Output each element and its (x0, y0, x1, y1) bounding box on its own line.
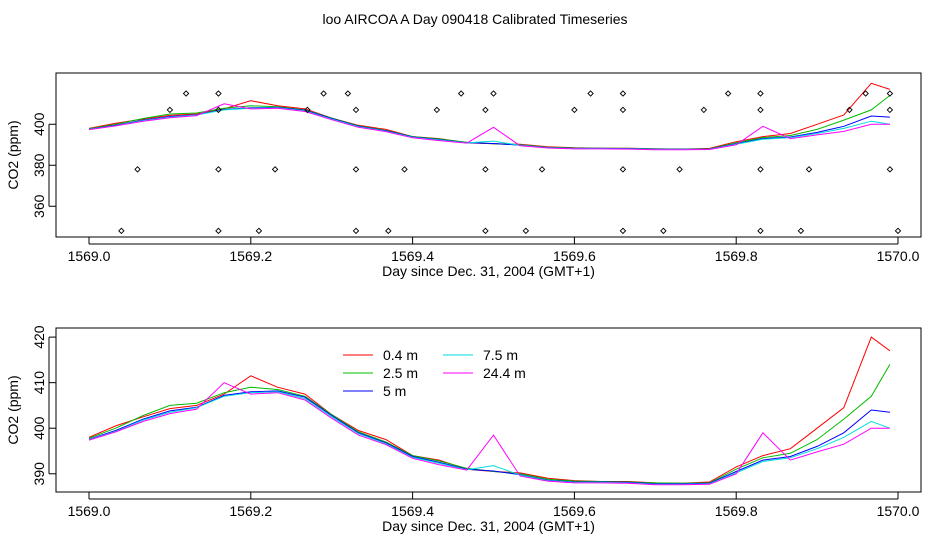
x-tick-label: 1569.0 (68, 503, 111, 519)
diamond-marker (571, 106, 578, 114)
diamond-marker (182, 90, 190, 97)
series-line-24-4-m (88, 103, 890, 151)
y-tick-label: 360 (31, 194, 47, 218)
diamond-marker (660, 227, 667, 235)
series-line-5-m (88, 390, 890, 485)
series-line-24-4-m (88, 382, 890, 486)
diamond-marker (538, 166, 546, 173)
diamond-marker (118, 227, 125, 235)
diamond-marker (482, 227, 489, 235)
y-tick-label: 380 (31, 153, 47, 177)
diamond-marker (894, 227, 902, 235)
diamond-marker (401, 166, 408, 173)
series-line-5-m (88, 106, 890, 150)
y-tick-label: 390 (31, 462, 47, 486)
diamond-marker (619, 90, 627, 97)
diamond-marker (255, 227, 263, 235)
diamond-marker (676, 166, 683, 173)
diamond-marker (215, 90, 222, 97)
diamond-marker (757, 106, 764, 114)
diamond-marker (700, 106, 708, 114)
diamond-marker (886, 106, 894, 114)
bottom-panel: 1569.0 1569.2 1569.4 1569.6 1569.8 1570.0 Day … (5, 325, 922, 534)
diamond-marker (619, 227, 627, 235)
diamond-marker (587, 90, 594, 97)
diamond-marker (724, 90, 732, 97)
diamond-marker (352, 227, 360, 235)
diamond-marker (619, 166, 627, 173)
diamond-marker (352, 106, 360, 114)
series-line-7-5-m (88, 107, 890, 150)
diamond-marker (886, 90, 894, 97)
x-tick-label: 1570.0 (877, 248, 920, 264)
diamond-marker (271, 166, 279, 173)
y-tick-label: 410 (31, 371, 47, 395)
diamond-marker (482, 106, 489, 114)
x-axis-label: Day since Dec. 31, 2004 (GMT+1) (382, 263, 595, 279)
y-tick-label: 400 (31, 112, 47, 136)
diamond-marker (490, 90, 497, 97)
diamond-marker (433, 106, 441, 114)
diamond-marker (134, 166, 141, 173)
diamond-marker (215, 106, 222, 114)
diamond-marker (757, 227, 764, 235)
diamond-marker (846, 106, 853, 114)
diamond-marker (797, 227, 805, 235)
x-tick-label: 1569.6 (553, 248, 596, 264)
diamond-marker (482, 166, 489, 173)
y-axis-label: CO2 (ppm) (5, 375, 21, 444)
y-tick-label: 400 (31, 416, 47, 440)
legend-label: 0.4 m (383, 347, 418, 363)
series-line-2-5-m (88, 364, 891, 484)
diamond-marker (457, 90, 465, 97)
diamond-marker (304, 106, 311, 114)
diamond-marker (320, 90, 327, 97)
x-tick-label: 1569.2 (229, 503, 272, 519)
diamond-marker (385, 227, 392, 235)
diamond-marker (757, 166, 764, 173)
x-axis-label: Day since Dec. 31, 2004 (GMT+1) (382, 518, 595, 534)
diamond-marker (344, 90, 352, 97)
diamond-marker (522, 227, 530, 235)
y-tick-label: 420 (31, 325, 47, 349)
x-tick-label: 1570.0 (877, 503, 920, 519)
diamond-marker (352, 166, 360, 173)
plot-frame (55, 327, 922, 493)
x-tick-label: 1569.8 (715, 248, 758, 264)
diamond-marker (166, 106, 174, 114)
diamond-marker (757, 90, 764, 97)
x-tick-label: 1569.8 (715, 503, 758, 519)
x-tick-label: 1569.6 (553, 503, 596, 519)
legend-label: 5 m (383, 383, 406, 399)
top-panel: 1569.0 1569.2 1569.4 1569.6 1569.8 1570.0 Day … (5, 72, 922, 279)
diamond-marker (215, 227, 222, 235)
x-tick-label: 1569.4 (391, 248, 434, 264)
figure-title: loo AIRCOA A Day 090418 Calibrated Times… (322, 11, 628, 27)
diamond-marker (805, 166, 813, 173)
diamond-marker (619, 106, 627, 114)
x-tick-label: 1569.0 (68, 248, 111, 264)
y-axis-label: CO2 (ppm) (5, 120, 21, 189)
diamond-marker (886, 166, 894, 173)
x-tick-label: 1569.2 (229, 248, 272, 264)
legend-label: 24.4 m (483, 365, 526, 381)
x-tick-label: 1569.4 (391, 503, 434, 519)
series-line-7-5-m (88, 391, 891, 485)
diamond-marker (215, 166, 222, 173)
diamond-marker (862, 90, 869, 97)
plot-frame (55, 72, 922, 238)
legend-label: 7.5 m (483, 347, 518, 363)
legend-label: 2.5 m (383, 365, 418, 381)
